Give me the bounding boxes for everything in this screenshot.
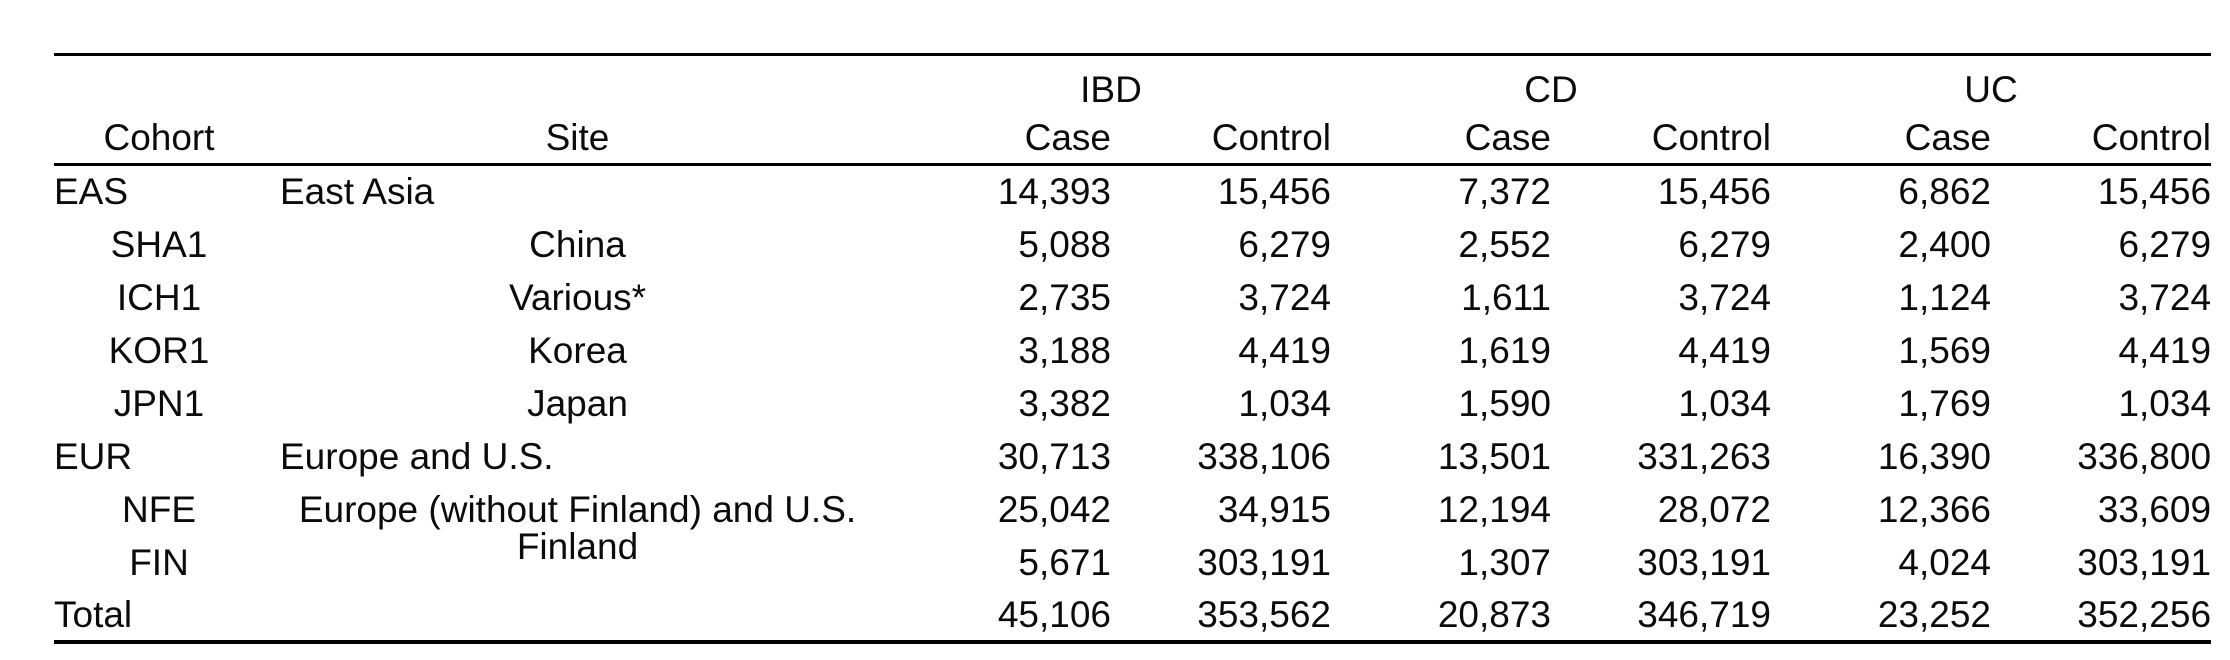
- cd-case-cell: 12,194: [1437, 488, 1551, 530]
- ibd-control-cell: 34,915: [1217, 488, 1331, 530]
- site-cell: Finland: [264, 528, 891, 589]
- ibd-case-cell: 25,042: [997, 488, 1111, 530]
- site-cell: Various*: [508, 276, 647, 318]
- uc-case-cell: 1,124: [1898, 276, 1992, 318]
- ibd-control-cell: 6,279: [1238, 223, 1331, 265]
- cd-control-cell: 331,263: [1637, 435, 1772, 477]
- cd-case-cell: 1,611: [1461, 276, 1551, 318]
- uc-control-cell: 33,609: [2097, 488, 2212, 530]
- table-row: SHA1 China 5,088 6,279 2,552 6,279 2,400…: [54, 218, 2211, 271]
- uc-case-cell: 1,569: [1898, 329, 1992, 371]
- site-cell: Korea: [528, 329, 627, 371]
- ibd-case-cell: 14,393: [997, 171, 1111, 213]
- cd-control-cell: 3,724: [1678, 276, 1772, 318]
- cohort-cell: NFE: [122, 488, 196, 530]
- cd-case-cell: 7,372: [1458, 171, 1551, 213]
- table-row: FIN Finland 5,671 303,191 1,307 303,191 …: [54, 528, 2212, 589]
- ibd-case-cell: 5,671: [1018, 541, 1111, 583]
- site-label: Finland: [516, 525, 639, 567]
- column-header-row: Cohort Site Case Control Case Control Ca…: [54, 112, 2212, 166]
- uc-control-cell: 1,034: [2118, 382, 2212, 424]
- ibd-case-cell: 5,088: [1018, 223, 1111, 265]
- group-header-uc: UC: [1964, 68, 2018, 110]
- cd-control-cell: 28,072: [1657, 488, 1772, 530]
- cd-control-cell: 346,719: [1637, 593, 1772, 635]
- ibd-case-cell: 45,106: [997, 593, 1111, 635]
- uc-case-cell: 1,769: [1898, 382, 1992, 424]
- ibd-case-cell: 3,188: [1018, 329, 1111, 371]
- cohort-cell: Total: [54, 593, 133, 635]
- table-row-total: Total 45,106 353,562 20,873 346,719 23,2…: [54, 589, 2211, 642]
- cd-case-cell: 13,501: [1437, 435, 1551, 477]
- uc-control-cell: 336,800: [2077, 435, 2212, 477]
- cohort-cell: SHA1: [110, 223, 208, 265]
- cohort-cell: KOR1: [108, 329, 210, 371]
- col-header-cd-case: Case: [1331, 112, 1551, 166]
- col-header-uc-control: Control: [1991, 112, 2212, 166]
- ibd-case-cell: 2,735: [1018, 276, 1111, 318]
- cohort-cell: ICH1: [116, 276, 202, 318]
- cohort-cell: EUR: [54, 435, 133, 477]
- site-cell: Europe and U.S.: [280, 435, 554, 477]
- ibd-case-cell: 30,713: [997, 435, 1111, 477]
- cd-case-cell: 1,307: [1458, 541, 1551, 583]
- cohort-summary-table: IBD CD UC Cohort Site Case Control Case …: [54, 53, 2212, 644]
- cd-control-cell: 303,191: [1637, 541, 1772, 583]
- table-row: JPN1 Japan 3,382 1,034 1,590 1,034 1,769…: [54, 377, 2211, 430]
- ibd-control-cell: 15,456: [1217, 171, 1331, 213]
- ibd-control-cell: 353,562: [1197, 593, 1331, 635]
- site-cell: East Asia: [280, 171, 435, 213]
- col-header-cohort: Cohort: [54, 112, 264, 166]
- cohort-cell: EAS: [54, 171, 129, 213]
- site-cell: Japan: [527, 382, 628, 424]
- uc-case-cell: 23,252: [1877, 593, 1992, 635]
- ibd-control-cell: 303,191: [1197, 541, 1331, 583]
- cd-control-cell: 6,279: [1678, 223, 1772, 265]
- table-row: NFE Europe (without Finland) and U.S. 25…: [54, 483, 2211, 536]
- ibd-control-cell: 3,724: [1238, 276, 1331, 318]
- site-cell: Europe (without Finland) and U.S.: [298, 488, 857, 530]
- cd-control-cell: 15,456: [1657, 171, 1772, 213]
- table-row: EUR Europe and U.S. 30,713 338,106 13,50…: [54, 430, 2211, 483]
- cohort-cell: JPN1: [113, 382, 205, 424]
- uc-case-cell: 12,366: [1877, 488, 1992, 530]
- group-header-spacer: [54, 55, 891, 113]
- ibd-control-cell: 4,419: [1238, 329, 1331, 371]
- ibd-control-cell: 338,106: [1197, 435, 1331, 477]
- uc-case-cell: 16,390: [1877, 435, 1992, 477]
- uc-control-cell: 3,724: [2118, 276, 2212, 318]
- cd-case-cell: 20,873: [1437, 593, 1551, 635]
- group-header-cd: CD: [1524, 68, 1578, 110]
- table-row: EAS East Asia 14,393 15,456 7,372 15,456…: [54, 165, 2211, 218]
- uc-control-cell: 303,191: [2077, 541, 2212, 583]
- cohort-cell: FIN: [129, 541, 189, 583]
- ibd-case-cell: 3,382: [1018, 382, 1111, 424]
- cd-case-cell: 2,552: [1458, 223, 1551, 265]
- uc-control-cell: 6,279: [2118, 223, 2212, 265]
- cd-case-cell: 1,619: [1458, 329, 1551, 371]
- col-header-cd-control: Control: [1551, 112, 1772, 166]
- uc-case-cell: 6,862: [1898, 171, 1992, 213]
- col-header-site: Site: [264, 112, 891, 166]
- group-header-ibd: IBD: [1080, 68, 1142, 110]
- uc-case-cell: 2,400: [1898, 223, 1992, 265]
- uc-control-cell: 4,419: [2118, 329, 2212, 371]
- cd-control-cell: 4,419: [1678, 329, 1772, 371]
- uc-control-cell: 15,456: [2097, 171, 2212, 213]
- col-header-uc-case: Case: [1771, 112, 1992, 166]
- uc-case-cell: 4,024: [1898, 541, 1992, 583]
- ibd-control-cell: 1,034: [1238, 382, 1331, 424]
- site-cell: China: [529, 223, 626, 265]
- col-header-ibd-control: Control: [1111, 112, 1331, 166]
- col-header-ibd-case: Case: [891, 112, 1111, 166]
- cd-control-cell: 1,034: [1678, 382, 1772, 424]
- site-cell: [264, 589, 891, 642]
- cd-case-cell: 1,590: [1458, 382, 1551, 424]
- group-header-row: IBD CD UC: [54, 55, 2211, 113]
- table-row: KOR1 Korea 3,188 4,419 1,619 4,419 1,569…: [54, 324, 2211, 377]
- table-row: ICH1 Various* 2,735 3,724 1,611 3,724 1,…: [54, 271, 2211, 324]
- uc-control-cell: 352,256: [2077, 593, 2212, 635]
